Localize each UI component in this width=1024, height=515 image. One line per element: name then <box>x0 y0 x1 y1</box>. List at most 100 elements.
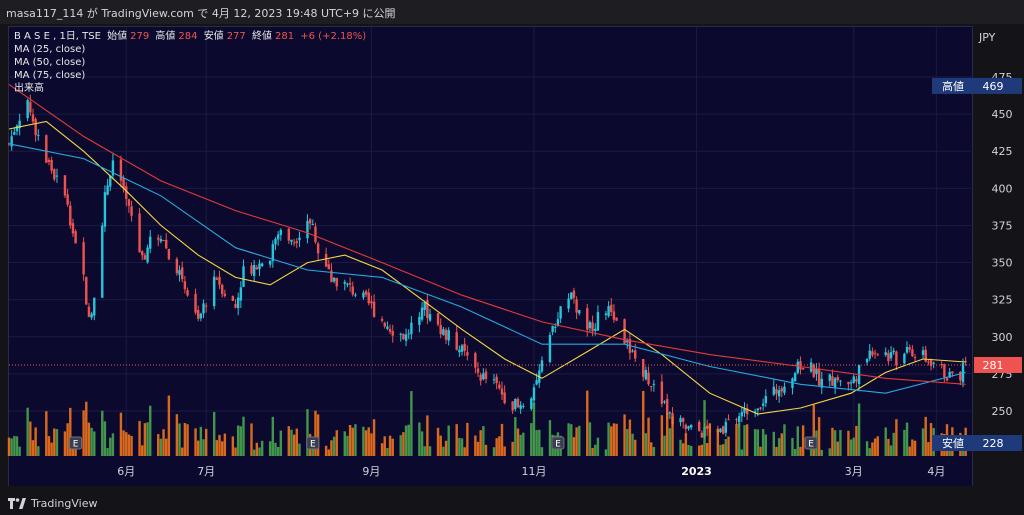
candle <box>591 322 594 332</box>
candle <box>905 347 909 353</box>
high-label: 高値 <box>155 31 176 42</box>
earnings-marker[interactable] <box>69 436 83 450</box>
volume-bar <box>905 422 909 456</box>
candle <box>737 416 741 423</box>
volume-bar <box>138 420 141 456</box>
candle <box>588 322 592 329</box>
volume-legend[interactable]: 出来高 <box>14 83 44 94</box>
volume-bar <box>612 423 616 456</box>
volume-bar <box>735 424 738 456</box>
candle <box>455 332 458 350</box>
volume-bar <box>372 419 376 456</box>
earnings-marker[interactable] <box>306 436 320 450</box>
candle <box>330 270 333 283</box>
low-tag-text: 安値 <box>942 436 964 450</box>
volume-bar <box>572 437 576 456</box>
candle <box>500 388 504 395</box>
candle <box>927 361 930 363</box>
volume-bar <box>364 430 368 456</box>
candle <box>362 292 365 298</box>
candle <box>332 277 336 282</box>
candle <box>495 376 498 384</box>
volume-bar <box>570 424 573 456</box>
candle <box>106 185 109 195</box>
low-label: 安値 <box>203 31 224 42</box>
candle <box>138 213 141 253</box>
candle <box>476 368 480 373</box>
x-tick-label: 4月 <box>927 465 945 478</box>
candle <box>255 267 259 270</box>
candle <box>252 264 256 276</box>
candle <box>15 125 19 132</box>
earnings-marker[interactable] <box>551 436 565 450</box>
ma25-legend[interactable]: MA (25, close) <box>14 44 86 55</box>
candle <box>130 206 133 216</box>
candle <box>101 225 104 298</box>
candle <box>85 277 88 305</box>
volume-bar <box>127 434 131 456</box>
volume-bar <box>466 422 469 456</box>
volume-bar <box>903 429 906 456</box>
volume-bar <box>626 429 629 456</box>
candle <box>514 398 517 409</box>
ma75-legend[interactable]: MA (75, close) <box>14 70 86 81</box>
candle <box>884 352 887 356</box>
volume-bar <box>410 391 413 456</box>
candle <box>847 381 850 385</box>
volume-bar <box>45 411 48 456</box>
candle <box>82 242 85 275</box>
volume-bar <box>876 436 879 456</box>
high-tag-text: 高値 <box>942 79 964 93</box>
ma75-line <box>8 83 966 385</box>
tradingview-logo[interactable]: TradingView <box>8 497 97 510</box>
volume-bar <box>679 439 682 456</box>
x-tick-label: 9月 <box>362 465 380 478</box>
volume-bar <box>197 440 200 456</box>
candle <box>250 265 253 274</box>
y-tick-label: 425 <box>992 145 1013 158</box>
volume-bar <box>913 440 917 456</box>
volume-bar <box>274 442 277 456</box>
candle <box>399 333 402 335</box>
y-tick-label: 350 <box>992 257 1013 270</box>
volume-bar <box>927 442 930 456</box>
volume-bar <box>519 434 522 456</box>
currency-label[interactable]: JPY <box>979 31 996 44</box>
symbol-label[interactable]: B A S E , 1日, TSE <box>14 31 101 42</box>
candle <box>463 343 466 351</box>
candle <box>119 159 123 181</box>
volume-bar <box>668 428 672 456</box>
candle <box>484 371 488 380</box>
price-axis[interactable] <box>973 26 1024 486</box>
candle <box>90 313 93 318</box>
volume-bar <box>716 428 720 456</box>
candle <box>418 316 421 326</box>
volume-bar <box>839 430 842 456</box>
candle <box>157 237 160 240</box>
volume-bar <box>780 433 783 456</box>
candle <box>143 255 147 260</box>
candle <box>31 114 35 122</box>
volume-bar <box>908 446 911 456</box>
candle <box>492 379 496 381</box>
candle <box>756 408 760 411</box>
open-value: 279 <box>130 31 150 42</box>
earnings-marker[interactable] <box>804 436 818 450</box>
volume-bar <box>724 439 728 456</box>
volume-bar <box>796 426 799 456</box>
candle <box>71 223 75 234</box>
candle <box>828 374 831 381</box>
volume-bar <box>236 425 240 456</box>
candle <box>260 263 264 266</box>
candle <box>911 349 914 357</box>
ma50-legend[interactable]: MA (50, close) <box>14 57 86 68</box>
volume-bar <box>719 444 722 456</box>
volume-bar <box>130 435 133 456</box>
volume-bar <box>578 425 581 456</box>
candle <box>423 302 426 311</box>
volume-bar <box>687 444 690 456</box>
candle <box>87 306 91 317</box>
high-tag <box>932 77 974 94</box>
candle <box>727 419 730 421</box>
candle <box>93 297 96 316</box>
